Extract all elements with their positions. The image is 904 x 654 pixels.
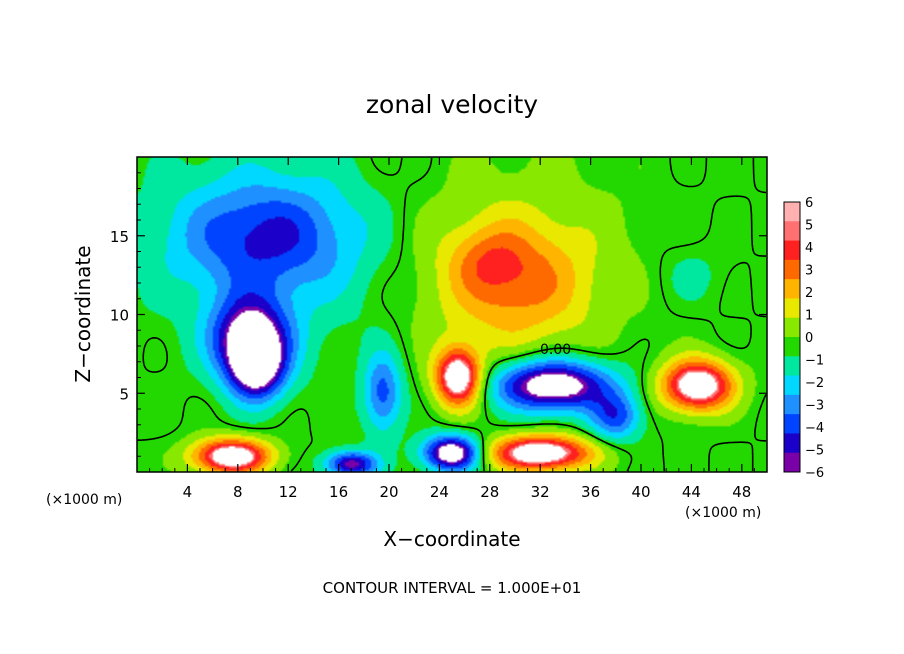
x-axis-label: X−coordinate: [383, 527, 520, 551]
colorbar-label-8: 2: [805, 286, 813, 301]
colorbar-swatch-2: [784, 240, 800, 261]
contour-lines: [137, 157, 767, 472]
x-unit-left: (×1000 m): [46, 492, 122, 508]
x-tick-label-3: 16: [329, 483, 348, 501]
plot-area: 0.00: [136, 156, 768, 473]
colorbar-swatch-8: [784, 356, 800, 377]
y-axis: 5 10 15: [110, 172, 767, 457]
colorbar-label-12: 6: [805, 196, 813, 211]
x-tick-label-10: 44: [682, 483, 701, 501]
x-tick-label-5: 24: [430, 483, 449, 501]
x-tick-label-1: 8: [233, 483, 243, 501]
contour-label: 0.00: [540, 342, 571, 358]
zero-contour: [137, 157, 767, 472]
colorbar-swatch-0: [784, 202, 800, 222]
x-tick-label-4: 20: [379, 483, 398, 501]
colorbar-swatch-9: [784, 375, 800, 396]
colorbar-swatch-12: [784, 433, 800, 454]
colorbar-swatch-3: [784, 259, 800, 280]
x-tick-label-9: 40: [631, 483, 650, 501]
colorbar-label-1: −5: [805, 444, 824, 459]
y-tick-label-1: 10: [110, 307, 129, 325]
colorbar-swatch-13: [784, 452, 800, 473]
x-tick-label-7: 32: [531, 483, 550, 501]
heatmap-field: [137, 157, 767, 472]
colorbar-frame: [783, 201, 801, 473]
colorbar-label-5: −1: [805, 354, 824, 369]
y-tick-label-0: 5: [119, 385, 129, 403]
x-tick-label-2: 12: [279, 483, 298, 501]
y-axis-label: Z−coordinate: [71, 245, 95, 382]
colorbar-swatch-4: [784, 279, 800, 299]
x-tick-label-11: 48: [732, 483, 751, 501]
colorbar-label-0: −6: [805, 466, 824, 481]
colorbar-swatch-11: [784, 414, 800, 434]
colorbar-label-4: −2: [805, 376, 824, 391]
colorbar-label-3: −3: [805, 399, 824, 414]
x-tick-label-8: 36: [581, 483, 600, 501]
colorbar-swatch-1: [784, 221, 800, 242]
colorbar-label-11: 5: [805, 219, 813, 234]
y-tick-label-2: 15: [110, 228, 129, 246]
colorbar-label-6: 0: [805, 331, 813, 346]
colorbar-label-2: −4: [805, 421, 824, 436]
colorbar-label-7: 1: [805, 309, 813, 324]
colorbar-swatch-7: [784, 337, 800, 357]
colorbar-swatch-6: [784, 317, 800, 338]
x-unit-right: (×1000 m): [685, 505, 761, 521]
x-axis: 4 8 12 16 20 24 28 32 36 40 44 48: [149, 157, 755, 501]
colorbar-label-9: 3: [805, 264, 813, 279]
colorbar-swatch-10: [784, 394, 800, 415]
x-tick-label-0: 4: [183, 483, 193, 501]
colorbar-swatch-5: [784, 298, 800, 319]
x-tick-label-6: 28: [480, 483, 499, 501]
contour-interval-footer: CONTOUR INTERVAL = 1.000E+01: [323, 579, 582, 597]
chart-title: zonal velocity: [366, 90, 538, 119]
colorbar-label-10: 4: [805, 241, 813, 256]
colorbar: −6 −5 −4 −3 −2 −1 0 1 2 3 4 5 6: [783, 196, 824, 481]
